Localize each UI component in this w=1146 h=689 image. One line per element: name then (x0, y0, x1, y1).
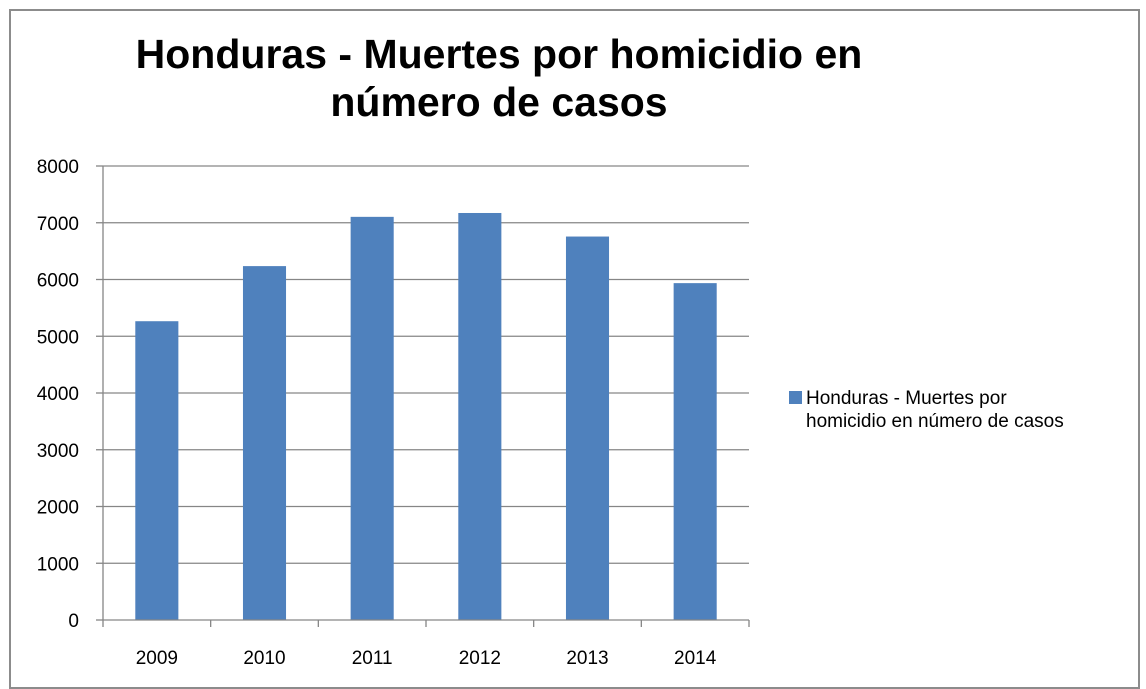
x-tick-label: 2012 (459, 648, 501, 669)
x-tick-label: 2011 (352, 648, 393, 669)
y-tick-label: 1000 (37, 554, 79, 575)
bar (673, 283, 717, 620)
y-tick-label: 5000 (37, 327, 79, 348)
y-tick-label: 0 (68, 611, 79, 632)
y-tick-label: 4000 (37, 384, 79, 405)
legend-label-line2: homicidio en número de casos (806, 411, 1064, 432)
legend-swatch (789, 391, 802, 404)
y-tick-label: 3000 (37, 441, 79, 462)
x-tick-label: 2014 (674, 648, 717, 669)
bar (242, 266, 287, 620)
chart-title: Honduras - Muertes por homicidio en núme… (135, 31, 863, 125)
y-tick-label: 6000 (37, 271, 79, 292)
bar (565, 236, 610, 620)
x-tick-label: 2010 (243, 648, 285, 669)
x-tick-label: 2013 (566, 648, 608, 669)
bar (458, 212, 502, 620)
y-tick-label: 7000 (37, 214, 79, 235)
y-tick-label: 8000 (37, 157, 79, 178)
x-tick-label: 2009 (136, 648, 178, 669)
legend: Honduras - Muertes por homicidio en núme… (789, 387, 1139, 433)
bar (135, 321, 179, 620)
legend-label-line1: Honduras - Muertes por (806, 388, 1007, 409)
y-tick-label: 2000 (37, 498, 79, 519)
bar (350, 216, 394, 620)
